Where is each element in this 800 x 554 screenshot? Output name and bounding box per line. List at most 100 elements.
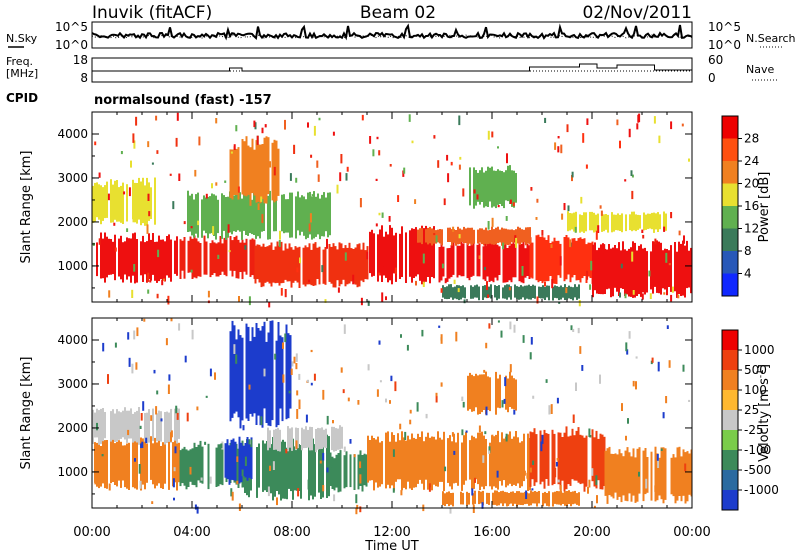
velocity-scatter-echo xyxy=(657,361,660,372)
velocity-band-7-strip xyxy=(630,456,633,502)
power-band-9-strip xyxy=(247,145,250,195)
power-scatter-echo xyxy=(586,118,589,125)
power-scatter-echo xyxy=(310,154,313,158)
velocity-band-11-strip xyxy=(475,373,477,408)
power-scatter-echo xyxy=(648,270,651,277)
power-band-0-strip xyxy=(120,235,122,280)
velocity-scatter-echo xyxy=(170,408,173,412)
power-scatter-echo xyxy=(662,276,664,282)
power-scatter-echo xyxy=(554,142,557,150)
power-band-8-strip xyxy=(297,191,299,231)
power-band-13-strip xyxy=(478,286,480,301)
velocity-band-7-strip xyxy=(688,453,691,495)
power-band-6-strip xyxy=(668,250,670,287)
power-scatter-echo xyxy=(414,199,417,204)
power-scatter-echo xyxy=(340,154,343,164)
power-band-3-strip xyxy=(385,231,387,278)
power-band-7-strip xyxy=(503,228,505,246)
power-scatter-echo xyxy=(217,254,220,259)
power-scatter-echo xyxy=(435,235,438,243)
velocity-scatter-echo xyxy=(635,356,638,359)
power-scatter-echo xyxy=(453,279,456,284)
power-scatter-echo xyxy=(628,128,631,138)
power-scatter-echo xyxy=(437,160,440,168)
velocity-scatter-echo xyxy=(357,400,360,405)
power-band-8-strip xyxy=(207,196,209,239)
power-band-8-strip xyxy=(303,196,305,236)
power-band-8-strip xyxy=(325,197,327,232)
velocity-band-0-strip xyxy=(156,442,158,486)
power-band-12-strip xyxy=(651,212,653,230)
velocity-band-0-strip xyxy=(112,436,114,482)
power-band-13-strip xyxy=(516,286,518,299)
velocity-scatter-echo xyxy=(186,412,189,422)
velocity-scatter-echo xyxy=(196,406,199,411)
station-title: Inuvik (fitACF) xyxy=(92,3,212,23)
velocity-band-6-strip xyxy=(585,435,588,487)
power-scatter-echo xyxy=(268,301,271,308)
power-band-12-strip xyxy=(595,214,597,232)
power-band-2-strip xyxy=(262,243,265,287)
power-scatter-echo xyxy=(631,190,634,200)
power-band-8-strip xyxy=(251,199,253,235)
velocity-band-5-strip xyxy=(435,439,437,487)
velocity-band-2-strip xyxy=(258,443,260,488)
power-scatter-echo xyxy=(307,122,309,128)
power-scatter-echo xyxy=(582,133,585,143)
velocity-scatter-echo xyxy=(128,357,131,367)
power-scatter-echo xyxy=(120,151,123,155)
power-scatter-echo xyxy=(530,187,533,191)
power-scatter-echo xyxy=(557,136,560,139)
noise-left-tick-low: 10^0 xyxy=(55,38,88,52)
power-band-10-strip xyxy=(144,185,146,226)
velocity-band-1-strip xyxy=(181,448,184,484)
velocity-band-5-strip xyxy=(413,437,415,488)
velocity-band-9-strip xyxy=(100,408,102,444)
power-band-12-strip xyxy=(619,214,621,231)
power-band-1-strip xyxy=(245,238,248,275)
power-band-1-strip xyxy=(219,236,222,275)
power-scatter-echo xyxy=(586,270,589,280)
velocity-band-3-strip xyxy=(230,439,233,480)
power-band-2-strip xyxy=(260,246,263,288)
power-band-6-strip xyxy=(656,240,658,293)
velocity-band-0-strip xyxy=(144,437,146,490)
power-band-8-strip xyxy=(317,193,319,235)
velocity-band-6-strip xyxy=(543,429,546,489)
time-tick-label: 12:00 xyxy=(373,525,410,540)
power-band-0-strip xyxy=(110,239,112,275)
velocity-scatter-echo xyxy=(131,363,134,374)
power-band-13-strip xyxy=(494,285,496,298)
velocity-band-0-strip xyxy=(160,446,162,489)
velocity-scatter-echo xyxy=(269,465,271,471)
power-band-9-strip xyxy=(253,149,256,196)
power-band-13-strip xyxy=(504,285,506,299)
power-band-8-strip xyxy=(311,196,313,240)
power-colorbar-label: Power [dB] xyxy=(757,172,772,243)
velocity-band-0-strip xyxy=(126,443,128,489)
velocity-scatter-echo xyxy=(285,448,288,454)
velocity-scatter-echo xyxy=(581,365,584,371)
power-scatter-echo xyxy=(458,234,461,239)
velocity-band-9-strip xyxy=(134,412,136,442)
colorbar-swatch xyxy=(722,370,738,391)
power-scatter-echo xyxy=(642,234,645,239)
velocity-band-1-strip xyxy=(201,446,204,484)
power-band-12-strip xyxy=(617,213,619,231)
power-band-12-strip xyxy=(571,213,573,230)
power-band-13-strip xyxy=(558,286,560,301)
power-band-2-strip xyxy=(316,247,319,279)
power-band-5-strip xyxy=(573,238,576,275)
velocity-band-6-strip xyxy=(571,428,574,480)
velocity-band-7-strip xyxy=(634,457,637,503)
power-band-3-strip xyxy=(373,233,375,276)
velocity-scatter-echo xyxy=(555,461,558,467)
velocity-scatter-echo xyxy=(425,413,428,419)
power-scatter-echo xyxy=(544,117,547,123)
power-band-8-strip xyxy=(295,196,297,239)
velocity-band-10-strip xyxy=(269,430,271,448)
power-band-2-strip xyxy=(308,243,311,285)
power-band-11-strip xyxy=(499,170,501,204)
colorbar-tick-label: -25 xyxy=(744,423,764,437)
velocity-scatter-echo xyxy=(376,389,379,397)
